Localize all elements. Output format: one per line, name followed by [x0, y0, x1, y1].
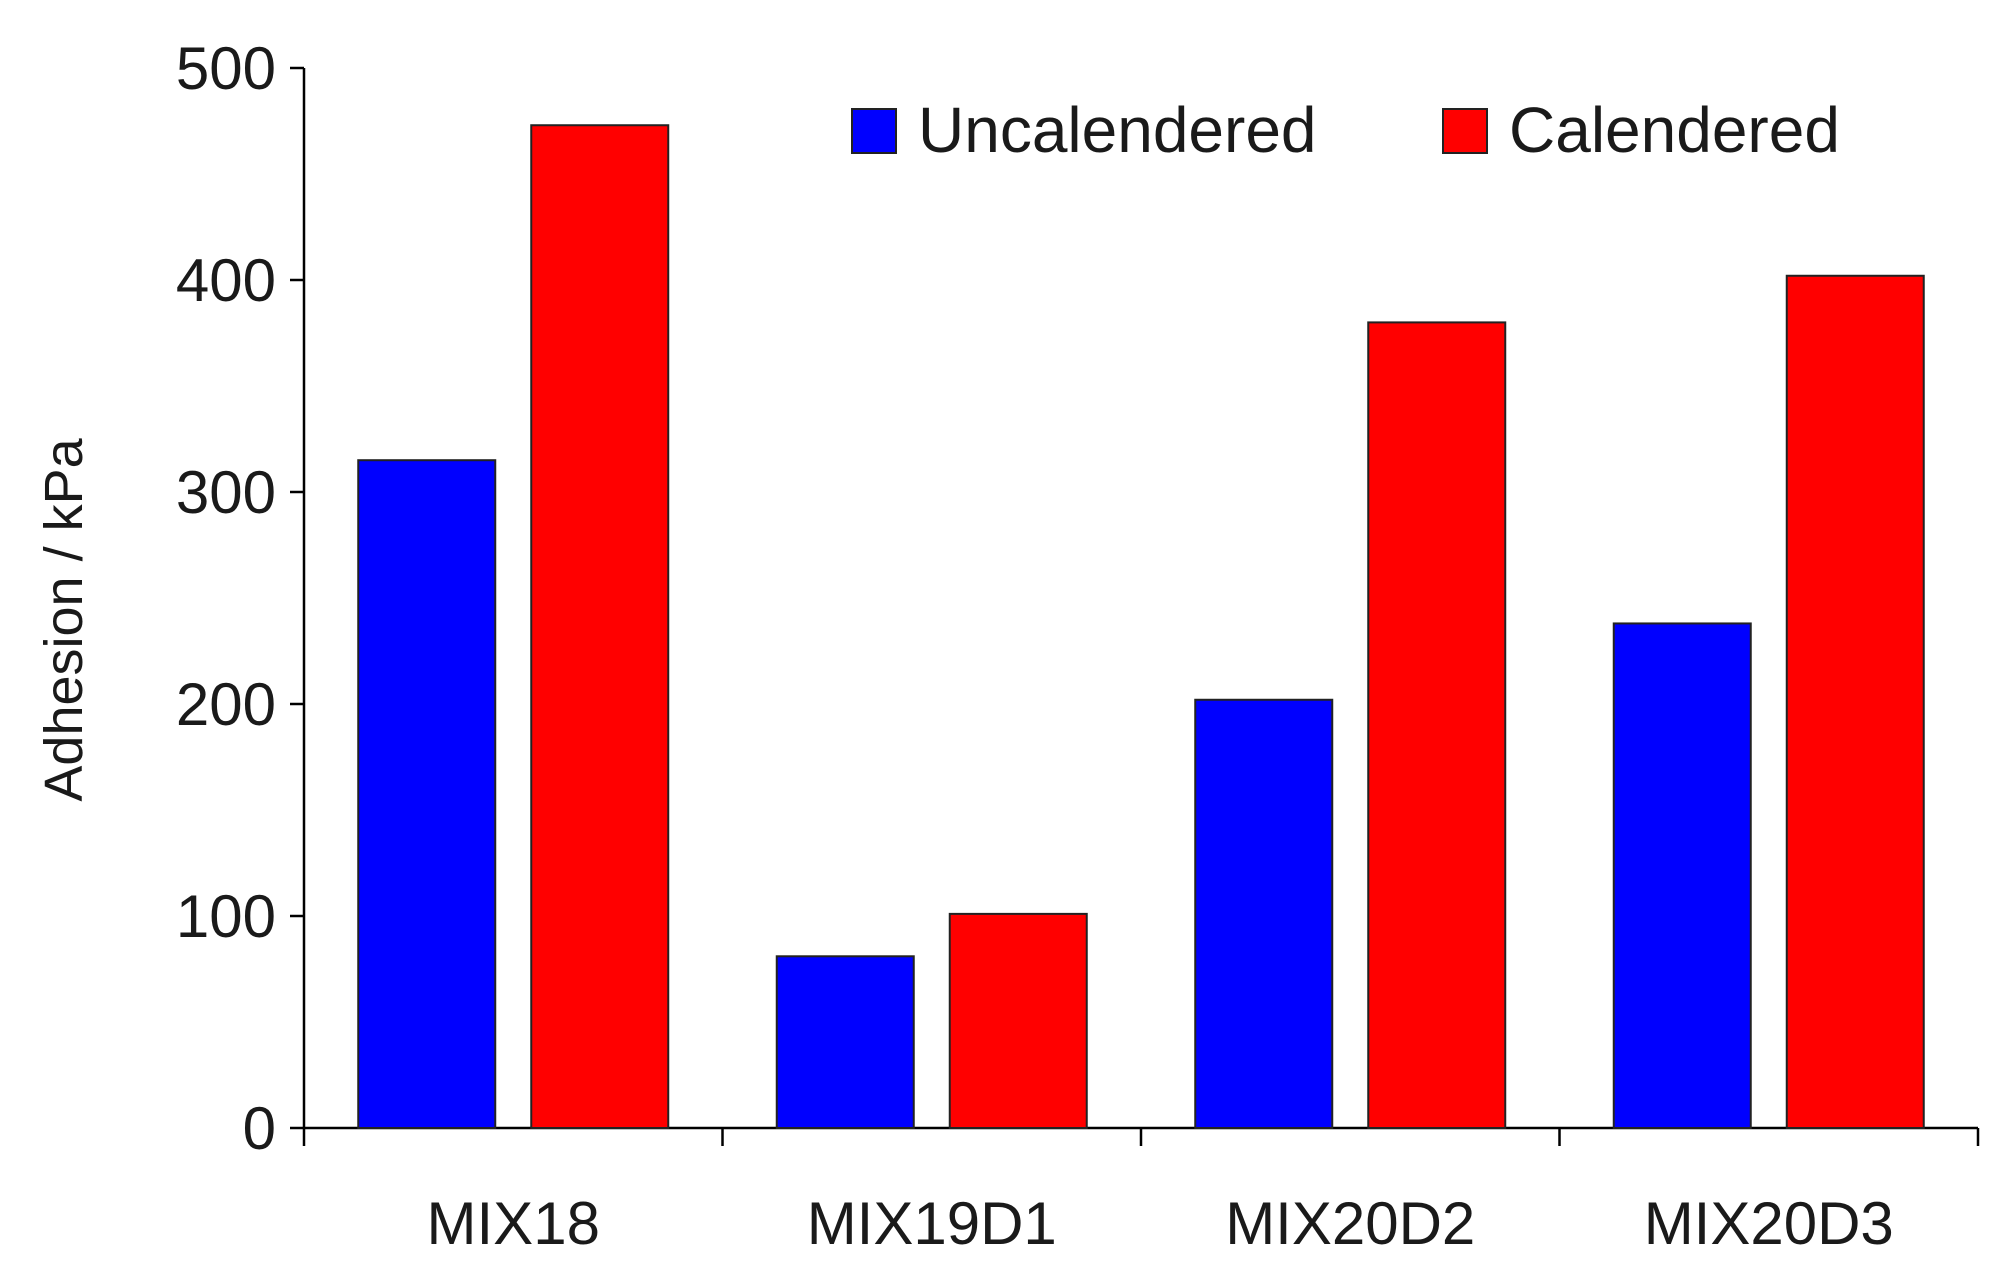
- x-tick-label: MIX20D3: [1644, 1190, 1894, 1257]
- y-tick-label: 0: [243, 1095, 276, 1162]
- x-tick-label: MIX18: [427, 1190, 600, 1257]
- x-tick-label: MIX19D1: [807, 1190, 1057, 1257]
- legend-label-uncalendered: Uncalendered: [918, 94, 1317, 166]
- legend: Uncalendered Calendered: [851, 94, 1840, 166]
- y-tick-label: 400: [176, 247, 276, 314]
- bar-calendered-mix18: [530, 124, 670, 1130]
- y-axis-title: Adhesion / kPa: [34, 437, 94, 801]
- x-tick-label: MIX20D2: [1225, 1190, 1475, 1257]
- y-tick-label: 500: [176, 35, 276, 102]
- bar-uncalendered-mix20d2: [1194, 698, 1334, 1129]
- y-tick-label: 300: [176, 459, 276, 526]
- y-tick-label: 100: [176, 883, 276, 950]
- legend-label-calendered: Calendered: [1509, 94, 1840, 166]
- legend-swatch-calendered: [1442, 108, 1488, 154]
- legend-swatch-uncalendered: [851, 108, 897, 154]
- y-tick-label: 200: [176, 671, 276, 738]
- y-ticks: 0 100 200 300 400 500: [176, 35, 304, 1162]
- bars: [357, 124, 1925, 1130]
- bar-calendered-mix20d3: [1785, 274, 1925, 1129]
- bar-uncalendered-mix20d3: [1612, 622, 1752, 1129]
- x-axis: MIX18 MIX19D1 MIX20D2 MIX20D3: [302, 1126, 1980, 1257]
- bar-uncalendered-mix19d1: [775, 955, 915, 1130]
- bar-calendered-mix19d1: [948, 912, 1088, 1129]
- x-ticks: MIX18 MIX19D1 MIX20D2 MIX20D3: [302, 1128, 1980, 1257]
- bar-uncalendered-mix18: [357, 459, 497, 1129]
- y-axis: 0 100 200 300 400 500 Adhesion / kPa: [34, 35, 306, 1162]
- bar-calendered-mix20d2: [1367, 321, 1507, 1129]
